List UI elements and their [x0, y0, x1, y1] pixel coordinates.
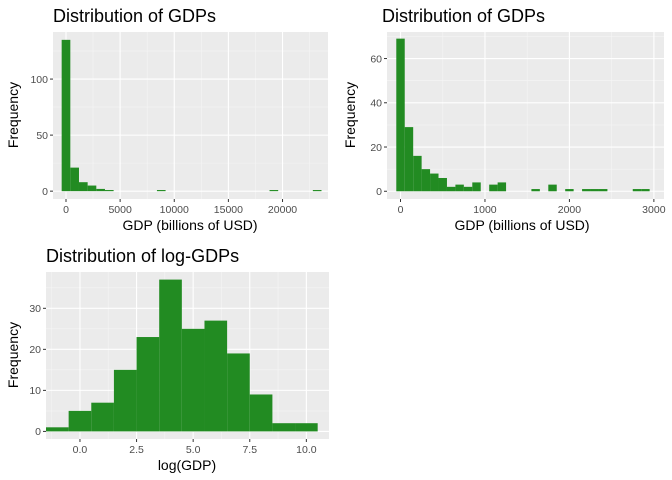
- y-tick-label: 30: [29, 303, 41, 315]
- y-axis-label: Frequency: [5, 322, 21, 388]
- y-tick-label: 50: [36, 130, 48, 142]
- x-tick-label: 0: [398, 204, 404, 216]
- histogram-bar: [531, 189, 540, 192]
- chart-title: Distribution of log-GDPs: [46, 246, 239, 266]
- x-tick-label: 5.0: [186, 444, 201, 456]
- y-tick-label: 100: [30, 74, 48, 86]
- histogram-bar: [489, 184, 498, 192]
- histogram-bar: [61, 39, 71, 192]
- plot-area: 0 1000 2000 3000 0 20 40 60: [370, 32, 666, 216]
- histogram-bar: [565, 189, 574, 192]
- histogram-bar: [590, 189, 599, 192]
- y-tick-label: 60: [370, 53, 382, 65]
- x-tick-label: 2000: [558, 204, 582, 216]
- histogram-bar: [204, 320, 228, 432]
- histogram-bar: [632, 189, 642, 192]
- panel-background: [387, 32, 664, 199]
- histogram-bar: [159, 279, 182, 432]
- y-tick-label: 20: [29, 344, 41, 356]
- histogram-bar: [104, 190, 114, 192]
- histogram-bar: [641, 189, 650, 192]
- x-tick-label: 15000: [214, 204, 243, 216]
- histogram-bar: [68, 410, 92, 432]
- x-tick-label: 0: [63, 204, 69, 216]
- x-tick-label: 10.0: [296, 444, 317, 456]
- histogram-bar: [446, 186, 456, 192]
- histogram-bar: [430, 173, 439, 192]
- histogram-bar: [181, 328, 205, 432]
- histogram-bar: [87, 185, 97, 192]
- histogram-bar: [312, 190, 322, 192]
- histogram-bar: [70, 167, 79, 192]
- histogram-bar: [91, 402, 114, 432]
- x-axis-label: GDP (billions of USD): [122, 217, 257, 233]
- histogram-bar: [497, 182, 507, 192]
- y-tick-label: 0: [42, 186, 48, 198]
- histogram-bar: [78, 182, 88, 192]
- chart-panel-log-gdp-histogram: 0.0 2.5 5.0 7.5 10.0 0 10 20 30 Distribution of …: [5, 246, 329, 473]
- histogram-bar: [472, 182, 481, 192]
- histogram-bar: [582, 189, 591, 192]
- chart-panel-gdp-histogram-1: 0 5000 10000 15000 20000 0 50 100 Distribution …: [5, 6, 328, 233]
- histogram-bar: [295, 423, 318, 432]
- x-tick-label: 1000: [473, 204, 497, 216]
- histogram-bar: [396, 38, 405, 192]
- y-axis-label: Frequency: [5, 82, 21, 148]
- x-tick-label: 20000: [268, 204, 297, 216]
- y-tick-label: 0: [35, 426, 41, 438]
- histogram-bar: [463, 186, 473, 192]
- y-axis-label: Frequency: [342, 82, 358, 148]
- histogram-bar: [227, 353, 250, 432]
- histogram-bar: [156, 190, 166, 192]
- chart-panel-gdp-histogram-2: 0 1000 2000 3000 0 20 40 60 Distribution of GDP…: [342, 6, 666, 233]
- histogram-bar: [438, 177, 447, 192]
- histogram-bar: [404, 127, 414, 192]
- y-tick-label: 40: [370, 98, 382, 110]
- y-tick-label: 0: [376, 186, 382, 198]
- histogram-bar: [413, 155, 422, 192]
- chart-title: Distribution of GDPs: [382, 6, 545, 26]
- histogram-bar: [548, 184, 557, 192]
- y-tick-label: 10: [29, 385, 41, 397]
- histogram-bar: [249, 394, 273, 432]
- histogram-bar: [269, 190, 279, 192]
- histogram-bar: [136, 337, 160, 432]
- x-tick-label: 5000: [108, 204, 132, 216]
- histogram-bar: [113, 369, 137, 432]
- histogram-bar: [46, 427, 69, 432]
- y-tick-label: 20: [370, 142, 382, 154]
- plot-area: 0.0 2.5 5.0 7.5 10.0 0 10 20 30: [29, 272, 329, 456]
- panel-background: [53, 32, 328, 199]
- x-tick-label: 7.5: [242, 444, 257, 456]
- plot-area: 0 5000 10000 15000 20000 0 50 100: [30, 32, 328, 216]
- x-axis-label: GDP (billions of USD): [454, 217, 589, 233]
- x-tick-label: 2.5: [129, 444, 144, 456]
- histogram-bar: [272, 423, 296, 432]
- histogram-bar: [598, 189, 608, 192]
- x-tick-label: 3000: [642, 204, 666, 216]
- x-tick-label: 10000: [160, 204, 189, 216]
- histogram-bar: [455, 184, 464, 192]
- x-tick-label: 0.0: [73, 444, 88, 456]
- histogram-bar: [421, 169, 431, 192]
- x-axis-label: log(GDP): [158, 457, 216, 473]
- histogram-bar: [96, 188, 105, 192]
- chart-title: Distribution of GDPs: [53, 6, 216, 26]
